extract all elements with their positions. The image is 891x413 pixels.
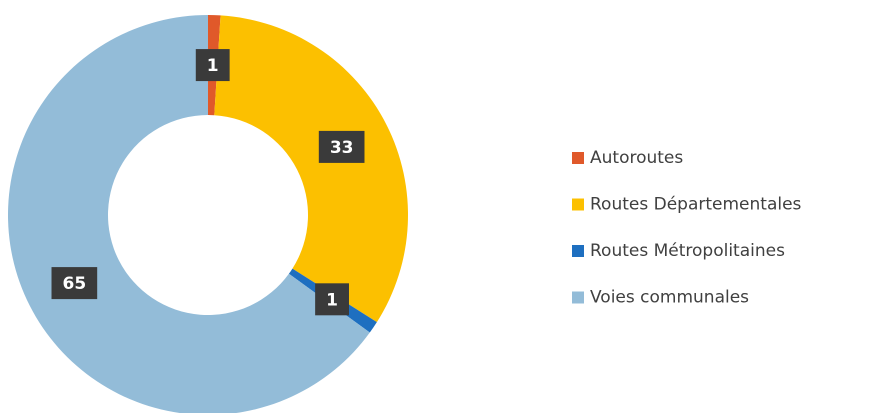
legend-swatch (572, 245, 584, 257)
data-label-text: 33 (330, 138, 354, 158)
legend-swatch (572, 291, 584, 304)
data-label-value: 65 (63, 274, 87, 294)
data-label: 1 (315, 283, 349, 316)
data-label-value: 33 (330, 138, 354, 158)
slice (8, 15, 370, 413)
data-label: 1 (195, 49, 230, 82)
data-label-text: 65 (63, 274, 87, 294)
legend-label: Autoroutes (590, 148, 683, 168)
data-label-value: 1 (207, 56, 219, 76)
data-label-box (315, 283, 349, 316)
data-label: 33 (318, 130, 365, 163)
legend-label: Routes Départementales (590, 195, 802, 215)
legend-label: Routes Métropolitaines (590, 241, 785, 261)
data-label-text: 1 (207, 56, 219, 76)
data-label-box (318, 130, 365, 163)
data-label: 65 (51, 267, 98, 300)
slice (214, 15, 408, 323)
data-label-text: 1 (326, 290, 338, 310)
legend-swatch (572, 198, 584, 211)
data-label-value: 1 (326, 290, 338, 310)
data-label-box (51, 267, 98, 300)
legend-swatch (572, 152, 584, 164)
legend-label: Voies communales (590, 288, 749, 308)
data-label-box (195, 49, 230, 82)
